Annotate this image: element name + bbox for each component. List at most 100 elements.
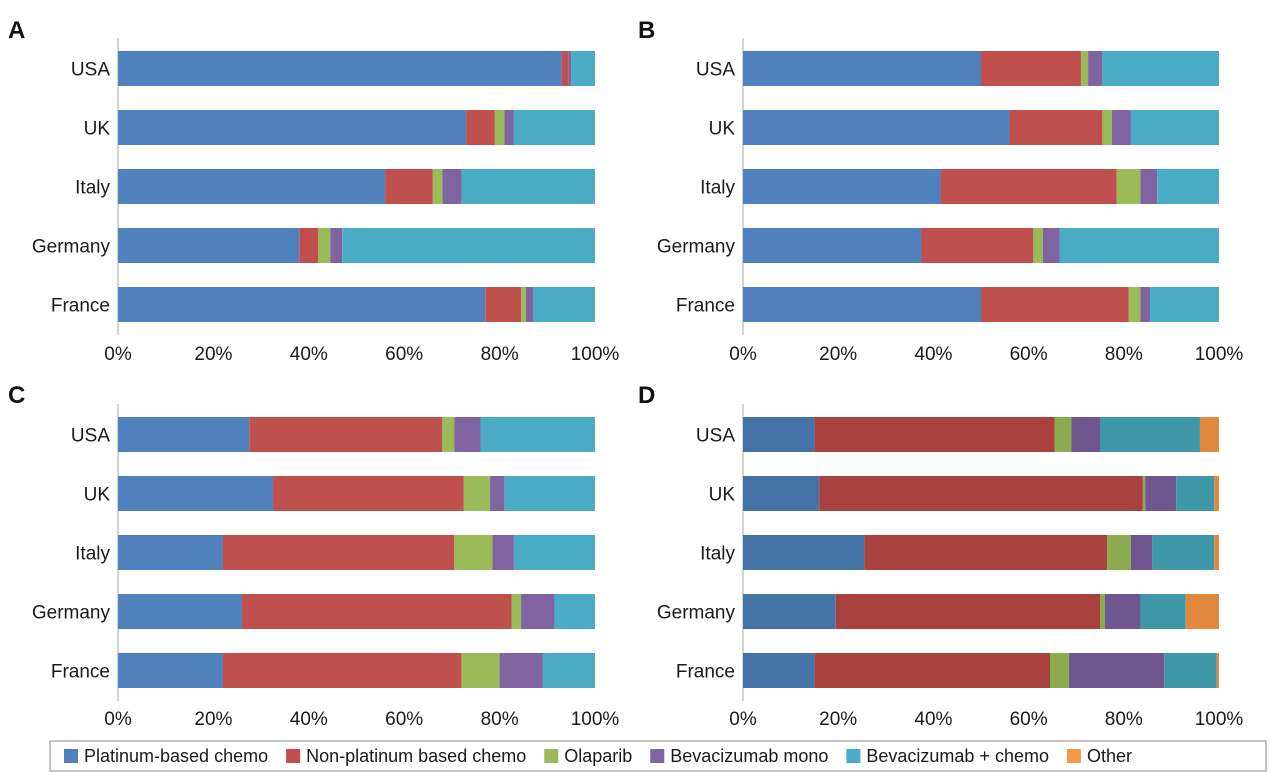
bar-segment xyxy=(330,228,343,263)
category-label: USA xyxy=(696,60,735,81)
bar-segment xyxy=(1152,535,1215,570)
bar-segment xyxy=(454,535,493,570)
legend-swatch xyxy=(846,749,861,763)
bar-segment xyxy=(554,594,595,629)
bar-segment xyxy=(1140,169,1158,204)
legend-label: Non-platinum based chemo xyxy=(306,746,526,766)
bar-segment xyxy=(1116,169,1141,204)
bar-segment xyxy=(454,417,481,452)
bar-segment xyxy=(118,287,486,322)
bar-segment xyxy=(743,417,815,452)
bar-segment xyxy=(1130,535,1153,570)
bar-segment xyxy=(492,535,514,570)
bar-segment xyxy=(921,228,1034,263)
bar-segment xyxy=(318,228,331,263)
legend: Platinum-based chemo Non-platinum based c… xyxy=(49,740,1267,772)
category-label: UK xyxy=(84,485,111,506)
legend-swatch xyxy=(64,749,78,763)
legend-label: Platinum-based chemo xyxy=(84,746,268,766)
bar-segment xyxy=(1080,51,1089,86)
bar-segment xyxy=(118,476,274,511)
legend-swatch xyxy=(286,749,301,763)
bar-segment xyxy=(249,417,443,452)
x-tick-label: 80% xyxy=(481,709,519,730)
bar-segment xyxy=(1009,110,1103,145)
category-label: France xyxy=(51,296,110,317)
panel-letter: A xyxy=(8,17,25,44)
bar-segment xyxy=(118,51,562,86)
bar-segment xyxy=(222,653,462,688)
bar-segment xyxy=(513,535,595,570)
bar-segment xyxy=(1157,169,1219,204)
category-label: Italy xyxy=(700,178,735,199)
bar-segment xyxy=(118,417,250,452)
category-label: UK xyxy=(709,485,736,506)
bar-segment xyxy=(743,51,981,86)
x-tick-label: 80% xyxy=(1105,344,1143,365)
bar-segment xyxy=(118,228,300,263)
bar-segment xyxy=(1100,417,1200,452)
bar-segment xyxy=(561,51,569,86)
bar-segment xyxy=(814,653,1051,688)
bar-segment xyxy=(743,110,1010,145)
category-label: USA xyxy=(696,426,735,447)
bar-segment xyxy=(521,287,526,322)
bar-segment xyxy=(1140,594,1186,629)
legend-swatch xyxy=(544,749,559,763)
category-label: France xyxy=(676,662,735,683)
panel-c: C USA UK Italy Germany France 0% 20% 40% 60% 80% 10… xyxy=(8,382,619,730)
bar-segment xyxy=(1214,476,1219,511)
bar-segment xyxy=(299,228,319,263)
x-tick-label: 100% xyxy=(571,344,620,365)
category-label: Italy xyxy=(700,544,735,565)
category-label: Italy xyxy=(75,178,110,199)
bar-segment xyxy=(485,287,522,322)
panel-d: D USA UK Italy Germany France 0% 20% 40% 60% 80% 10… xyxy=(638,382,1243,730)
category-label: USA xyxy=(71,60,110,81)
bar-segment xyxy=(480,417,595,452)
bar-segment xyxy=(1071,417,1100,452)
bar-segment xyxy=(1199,417,1219,452)
legend-swatch xyxy=(1066,749,1081,763)
bar-segment xyxy=(342,228,595,263)
panel-letter: D xyxy=(638,382,655,409)
bar-segment xyxy=(1100,594,1105,629)
bar-segment xyxy=(118,594,243,629)
x-tick-label: 60% xyxy=(1010,344,1048,365)
bar-segment xyxy=(1069,653,1165,688)
bar-segment xyxy=(571,51,595,86)
bar-segment xyxy=(1042,228,1060,263)
bar-segment xyxy=(490,476,505,511)
x-tick-label: 80% xyxy=(1105,709,1143,730)
legend-swatch xyxy=(650,749,665,763)
bar-segment xyxy=(1128,287,1141,322)
category-label: UK xyxy=(709,119,736,140)
bar-segment xyxy=(1149,287,1219,322)
bar-segment xyxy=(499,653,543,688)
bar-segment xyxy=(981,51,1081,86)
bar-segment xyxy=(743,476,820,511)
bar-segment xyxy=(504,110,514,145)
category-label: Italy xyxy=(75,544,110,565)
bar-segment xyxy=(1104,594,1141,629)
category-label: Germany xyxy=(657,603,736,624)
category-label: USA xyxy=(71,426,110,447)
bar-segment xyxy=(1102,110,1112,145)
bar-segment xyxy=(542,653,595,688)
category-label: France xyxy=(676,296,735,317)
bar-segment xyxy=(743,535,865,570)
bar-segment xyxy=(385,169,433,204)
bar-segment xyxy=(1111,110,1131,145)
panel-letter: B xyxy=(638,17,655,44)
bar-segment xyxy=(814,417,1055,452)
x-tick-label: 0% xyxy=(104,344,132,365)
bar-segment xyxy=(743,169,941,204)
category-label: Germany xyxy=(32,237,111,258)
x-tick-label: 60% xyxy=(385,344,423,365)
legend-label: Bevacizumab + chemo xyxy=(866,746,1049,766)
bar-segment xyxy=(981,287,1129,322)
bar-segment xyxy=(1145,476,1177,511)
bar-segment xyxy=(504,476,595,511)
bar-segment xyxy=(743,594,836,629)
